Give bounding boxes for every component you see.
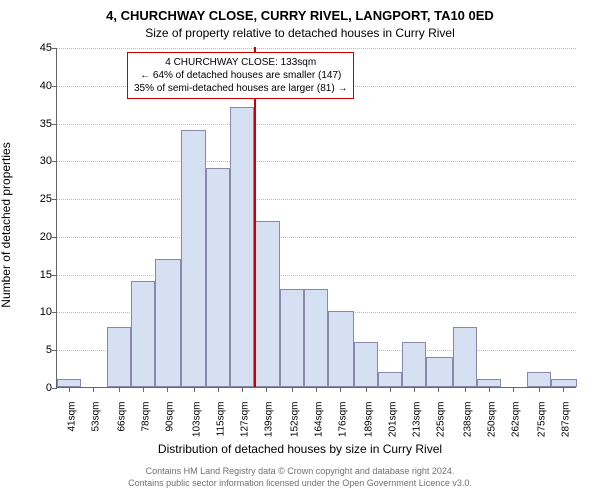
- x-tick: [292, 387, 293, 392]
- footer-line1: Contains HM Land Registry data © Crown c…: [146, 466, 455, 476]
- histogram-bar: [477, 379, 501, 387]
- x-tick-label: 213sqm: [412, 402, 423, 438]
- x-tick-label: 103sqm: [191, 402, 202, 438]
- x-tick: [366, 387, 367, 392]
- x-tick-label: 127sqm: [239, 402, 250, 438]
- annotation-box: 4 CHURCHWAY CLOSE: 133sqm← 64% of detach…: [127, 52, 354, 99]
- y-tick-label: 20: [12, 231, 52, 243]
- plot-area: 4 CHURCHWAY CLOSE: 133sqm← 64% of detach…: [56, 48, 576, 388]
- histogram-bar: [304, 289, 328, 387]
- y-tick-label: 45: [12, 42, 52, 54]
- x-tick: [414, 387, 415, 392]
- x-tick-label: 189sqm: [364, 402, 375, 438]
- histogram-bar: [206, 168, 230, 387]
- x-tick-label: 90sqm: [165, 402, 176, 432]
- x-tick: [167, 387, 168, 392]
- gridline: [57, 275, 576, 276]
- histogram-bar: [280, 289, 304, 387]
- x-tick-label: 201sqm: [388, 402, 399, 438]
- x-tick-label: 176sqm: [338, 402, 349, 438]
- x-tick: [465, 387, 466, 392]
- gridline: [57, 199, 576, 200]
- x-tick: [390, 387, 391, 392]
- x-tick-label: 275sqm: [536, 402, 547, 438]
- y-tick-label: 40: [12, 80, 52, 92]
- x-tick-label: 41sqm: [67, 402, 78, 432]
- histogram-bar: [426, 357, 452, 387]
- histogram-bar: [551, 379, 577, 387]
- y-tick-label: 10: [12, 306, 52, 318]
- x-tick: [143, 387, 144, 392]
- y-tick-label: 0: [12, 382, 52, 394]
- histogram-bar: [354, 342, 378, 387]
- x-tick: [513, 387, 514, 392]
- x-tick: [266, 387, 267, 392]
- gridline: [57, 161, 576, 162]
- x-tick: [340, 387, 341, 392]
- y-tick: [52, 124, 57, 125]
- y-tick-label: 15: [12, 269, 52, 281]
- histogram-bar: [254, 221, 280, 387]
- chart-footer: Contains HM Land Registry data © Crown c…: [0, 466, 600, 489]
- y-tick: [52, 86, 57, 87]
- y-tick-label: 35: [12, 118, 52, 130]
- footer-line2: Contains public sector information licen…: [128, 478, 472, 488]
- annotation-line: ← 64% of detached houses are smaller (14…: [134, 69, 347, 82]
- histogram-bar: [107, 327, 131, 387]
- histogram-bar: [453, 327, 477, 387]
- y-tick: [52, 350, 57, 351]
- x-tick: [194, 387, 195, 392]
- x-tick-label: 287sqm: [560, 402, 571, 438]
- x-tick: [316, 387, 317, 392]
- x-tick: [438, 387, 439, 392]
- histogram-bar: [328, 311, 354, 387]
- x-tick: [218, 387, 219, 392]
- histogram-bar: [378, 372, 402, 387]
- gridline: [57, 124, 576, 125]
- y-tick: [52, 48, 57, 49]
- histogram-bar: [527, 372, 551, 387]
- annotation-line: 4 CHURCHWAY CLOSE: 133sqm: [134, 56, 347, 69]
- x-tick: [563, 387, 564, 392]
- histogram-bar: [131, 281, 155, 387]
- x-tick-label: 139sqm: [263, 402, 274, 438]
- y-tick: [52, 312, 57, 313]
- x-tick-label: 262sqm: [510, 402, 521, 438]
- y-tick: [52, 388, 57, 389]
- histogram-bar: [402, 342, 426, 387]
- y-tick: [52, 237, 57, 238]
- x-tick: [69, 387, 70, 392]
- gridline: [57, 48, 576, 49]
- x-tick-label: 152sqm: [289, 402, 300, 438]
- x-tick: [242, 387, 243, 392]
- x-tick: [119, 387, 120, 392]
- histogram-bar: [181, 130, 205, 387]
- chart-subtitle: Size of property relative to detached ho…: [0, 26, 600, 40]
- x-tick-label: 78sqm: [141, 402, 152, 432]
- x-tick: [93, 387, 94, 392]
- histogram-bar: [57, 379, 81, 387]
- y-tick: [52, 199, 57, 200]
- histogram-bar: [155, 259, 181, 387]
- histogram-bar: [230, 107, 254, 387]
- chart-title: 4, CHURCHWAY CLOSE, CURRY RIVEL, LANGPOR…: [0, 8, 600, 23]
- y-tick-label: 5: [12, 344, 52, 356]
- chart-container: 4, CHURCHWAY CLOSE, CURRY RIVEL, LANGPOR…: [0, 0, 600, 500]
- y-tick: [52, 275, 57, 276]
- x-tick-label: 66sqm: [117, 402, 128, 432]
- x-tick: [489, 387, 490, 392]
- x-tick-label: 225sqm: [436, 402, 447, 438]
- x-tick-label: 164sqm: [313, 402, 324, 438]
- x-tick-label: 115sqm: [215, 402, 226, 437]
- x-tick-label: 250sqm: [486, 402, 497, 438]
- y-tick: [52, 161, 57, 162]
- y-tick-label: 25: [12, 193, 52, 205]
- x-tick-label: 238sqm: [462, 402, 473, 438]
- y-tick-label: 30: [12, 155, 52, 167]
- gridline: [57, 237, 576, 238]
- x-tick-label: 53sqm: [91, 402, 102, 432]
- x-axis-label: Distribution of detached houses by size …: [0, 442, 600, 456]
- annotation-line: 35% of semi-detached houses are larger (…: [134, 82, 347, 95]
- x-tick: [539, 387, 540, 392]
